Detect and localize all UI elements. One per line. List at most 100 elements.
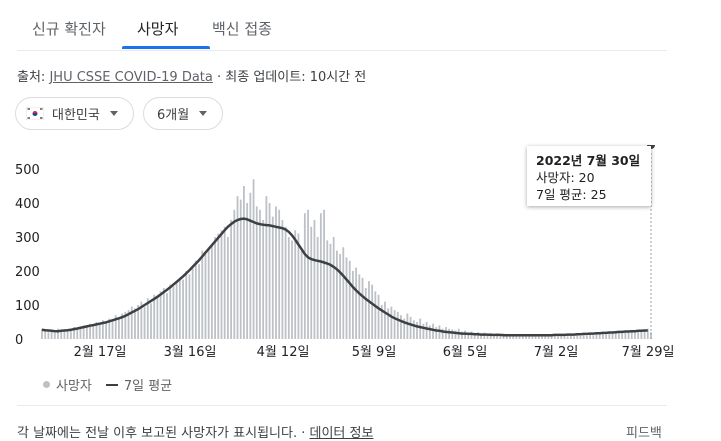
death-bar [53,332,56,339]
death-bar [319,213,322,339]
death-bar [204,254,207,339]
tab-new-cases[interactable]: 신규 확진자 [32,20,106,38]
x-tick-label: 6월 5일 [443,345,488,360]
death-bar [127,310,130,339]
death-bar [329,243,332,339]
death-bar [630,331,633,339]
death-bar [493,333,495,339]
deaths-chart[interactable]: 0 100 200 300 400 500 2월 17일 3월 16일 4월 12일 5월 9일… [0,145,721,370]
feedback-link[interactable]: 피드백 [626,426,662,441]
x-tick-label: 7월 2일 [534,345,579,360]
death-bar [380,305,383,339]
country-dropdown[interactable]: 대한민국 [15,97,134,130]
source-line: 출처: JHU CSSE COVID-19 Data · 최종 업데이트: 10… [17,66,366,85]
death-bar [326,240,329,339]
source-prefix: 출처: [17,70,46,85]
death-bar [153,294,156,339]
death-bar [643,329,646,339]
death-bar [515,334,518,339]
x-tick-label: 7월 29일 [622,345,675,360]
death-bar [134,308,136,339]
tab-deaths[interactable]: 사망자 [137,20,179,38]
death-bar [243,186,245,339]
death-bar [249,192,252,339]
tab-bar: 신규 확진자 사망자 백신 접종 [17,0,667,51]
death-bar [44,330,47,339]
death-bar [150,303,152,339]
death-bar [557,336,559,339]
source-link[interactable]: JHU CSSE COVID-19 Data [49,70,213,85]
chevron-down-icon [199,111,208,116]
line-legend-icon [105,383,118,386]
death-bar [60,330,63,339]
death-bar [512,334,515,339]
death-bar [230,220,233,339]
death-bar [531,335,534,339]
death-bar [227,237,229,339]
tab-vaccination[interactable]: 백신 접종 [212,20,272,38]
death-bar [621,332,624,339]
death-bar [223,226,226,339]
death-bar [246,203,249,339]
death-bar [618,332,620,339]
chart-legend: 사망자 7일 평균 [43,375,172,394]
death-bar [451,329,454,339]
death-bar [409,316,412,339]
death-bar [361,277,364,339]
death-bar [573,336,575,339]
death-bar [66,330,69,339]
death-bar [534,335,537,339]
death-bar [499,334,502,339]
death-bar [342,247,345,339]
death-bar [332,237,335,339]
death-bar [358,274,361,339]
death-bar [422,323,425,339]
death-bar [400,315,402,339]
death-bar [384,301,386,339]
death-bar [537,335,540,339]
period-dropdown[interactable]: 6개월 [143,97,223,130]
active-tab-indicator [122,46,210,49]
death-bar [566,336,569,339]
death-bar [544,335,547,339]
death-bar [220,230,223,339]
death-bar [284,226,287,339]
death-bar [169,284,172,339]
death-bar [201,250,204,339]
x-tick-label: 3월 16일 [164,345,217,360]
seven-day-avg-line [41,217,648,337]
death-bar [41,328,43,339]
death-bar [79,326,82,339]
tooltip-average: 7일 평균: 25 [536,187,607,202]
death-bar [470,331,473,339]
death-bar [528,334,531,339]
y-tick-label: 400 [15,197,40,212]
death-bar [185,271,188,339]
death-bar [76,328,79,339]
y-tick-label: 0 [15,333,23,348]
death-bar [550,336,553,339]
death-bar [355,267,358,339]
death-bar [640,330,643,339]
death-bar [172,286,175,339]
death-bar [634,330,636,339]
data-info-link[interactable]: 데이터 정보 [309,426,374,441]
death-bar [477,332,479,339]
death-bar [178,277,181,339]
x-tick-label: 5월 9일 [352,345,397,360]
death-bar [368,281,370,339]
death-bar [124,311,127,339]
death-bar [460,331,463,339]
death-bar [146,298,149,339]
death-bar [105,321,108,339]
death-bar [374,291,377,339]
legend-deaths: 사망자 [56,379,92,394]
death-bar [480,333,483,339]
death-bar [579,335,582,339]
y-tick-label: 500 [15,163,40,178]
death-bar [188,274,191,339]
tooltip-deaths: 사망자: 20 [536,170,595,185]
death-bar [191,267,194,339]
legend-average: 7일 평균 [123,379,173,394]
death-bar [271,216,274,339]
